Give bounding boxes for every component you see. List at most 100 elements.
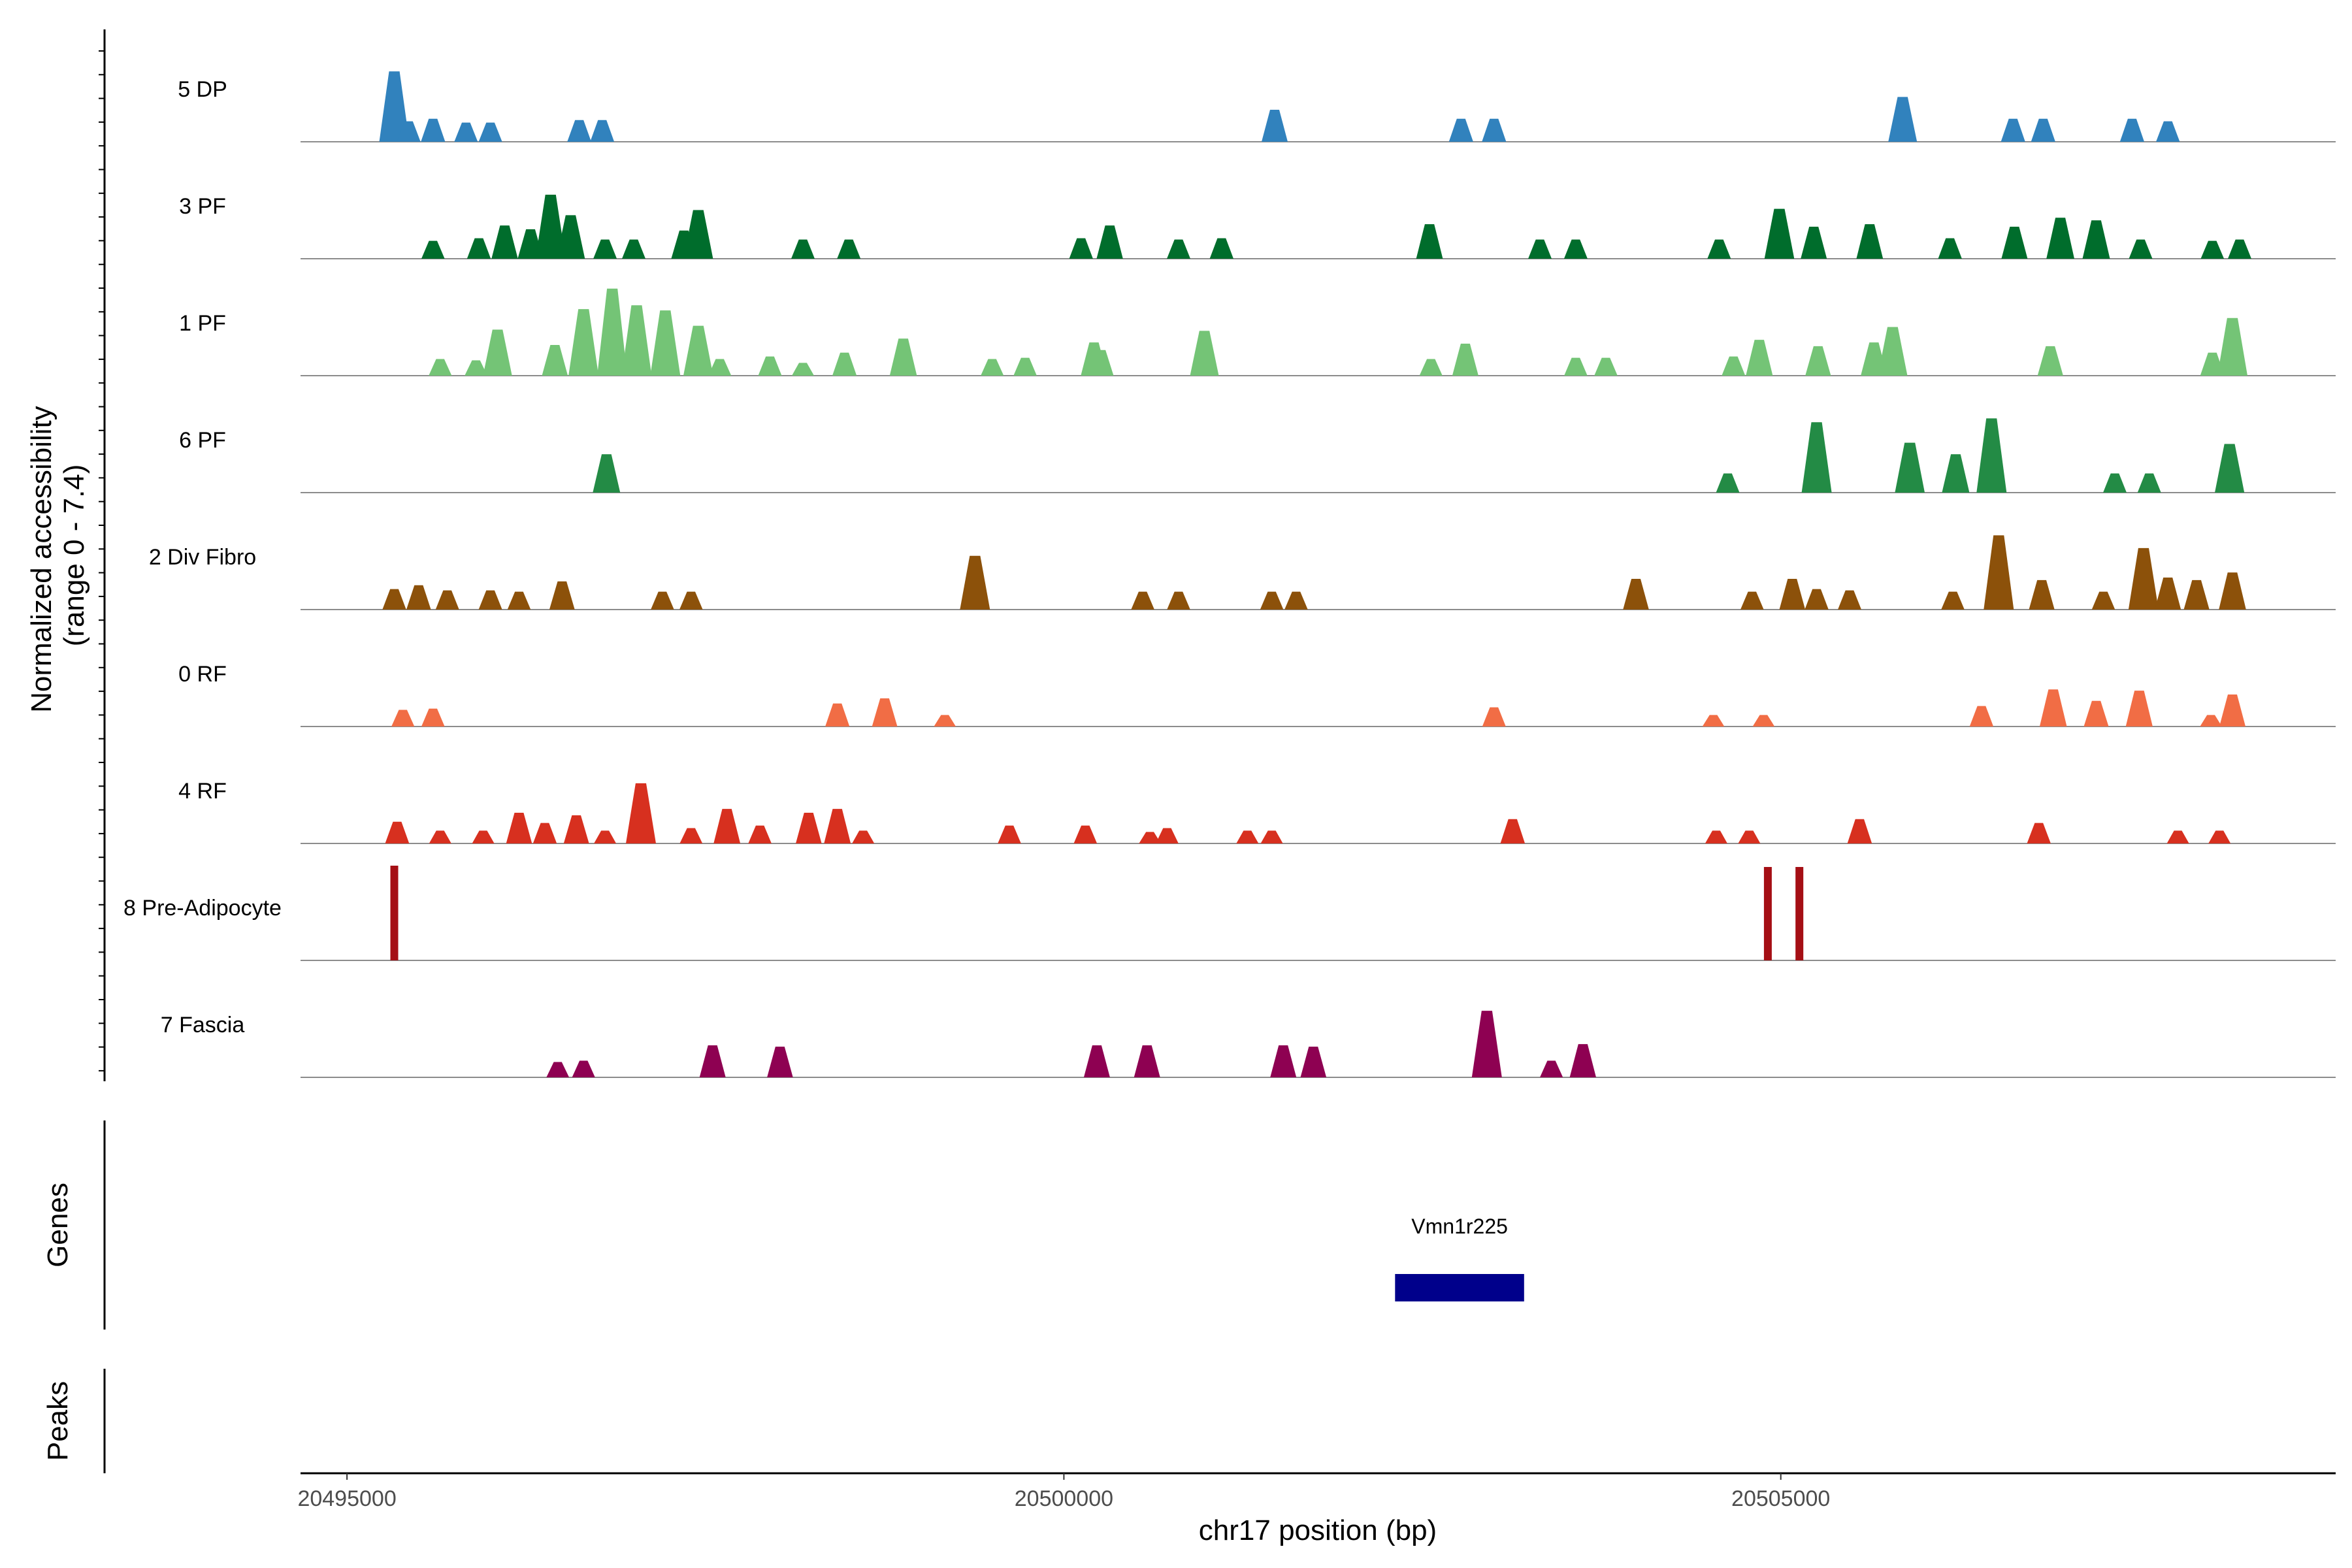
track-label: 0 RF [178,662,227,687]
track-6-pf: 6 PF [179,418,2336,493]
coverage-peak [549,581,575,610]
coverage-peak [506,813,532,843]
coverage-peak [1236,830,1259,843]
coverage-peak [2001,118,2025,142]
coverage-peak [542,345,568,376]
x-tick-label: 20495000 [297,1486,396,1511]
coverage-peak [2103,473,2127,493]
x-axis-ticks: 20495000 20500000 20505000 [297,1473,1830,1511]
coverage-peak [1083,1045,1110,1077]
coverage-peak [593,239,617,259]
coverage-peak [2219,694,2246,727]
coverage-peak [1260,830,1283,843]
coverage-peak [385,821,410,843]
coverage-peak [796,813,822,843]
coverage-peak [1096,225,1123,259]
coverage-peak [597,288,628,376]
coverage-peak [556,215,585,259]
coverage-peak [406,585,431,610]
track-3-pf: 3 PF [179,194,2336,259]
coverage-peak [1740,591,1764,610]
coverage-peak [2200,715,2222,727]
coverage-peak [1563,239,1588,259]
track-label: 4 RF [178,779,227,804]
coverage-peak [934,715,956,727]
coverage-peak [713,809,741,843]
coverage-peak [2217,318,2247,376]
coverage-peak [1623,579,1649,610]
coverage-peak [1801,227,1827,259]
coverage-peak [466,238,491,259]
coverage-peak [2037,346,2063,376]
coverage-peak [2200,240,2225,259]
coverage-peak [379,71,410,142]
coverage-peak [2001,227,2028,259]
coverage-peak [429,359,452,376]
coverage-peak [791,239,815,259]
coverage-peak [1707,239,1731,259]
coverage-peak [1941,591,1965,610]
coverage-y-axis-title-line2: (range 0 - 7.4) [58,465,90,647]
track-0-rf: 0 RF [178,662,2336,727]
coverage-peak [1262,110,1288,142]
coverage-peak [1801,422,1832,493]
coverage-peak [421,708,445,727]
coverage-peak [1088,350,1114,376]
coverage-peak [2039,689,2067,727]
coverage-peak [421,118,446,142]
coverage-peak [2029,580,2055,610]
coverage-peak [483,329,512,376]
coverage-peak [2128,547,2159,610]
coverage-peak [1284,591,1308,610]
coverage-peak [1190,331,1219,376]
coverage-peak [960,555,990,610]
coverage-peak [390,866,399,960]
coverage-peak [2083,700,2109,727]
track-label: 1 PF [179,311,226,336]
coverage-y-axis-title-line1: Normalized accessibility [25,406,57,712]
coverage-peak [2046,218,2074,259]
coverage-peak [683,325,713,376]
coverage-peak [1838,590,1861,610]
coverage-peak [1594,357,1618,376]
coverage-peak [563,815,589,843]
genes-axis-title: Genes [42,1183,74,1267]
coverage-peak [1779,579,1806,610]
coverage-peak [650,310,681,376]
coverage-peak [2125,691,2153,727]
coverage-peak [478,590,502,610]
coverage-peak [626,783,656,843]
coverage-peak [1528,239,1552,259]
coverage-peak [651,591,674,610]
coverage-peak [2137,473,2161,493]
coverage-peak [1069,238,1093,259]
coverage-peak [1716,473,1740,493]
coverage-peak [1878,327,1908,376]
coverage-peak [837,239,861,259]
coverage-peak [792,363,814,376]
coverage-peak [1270,1045,1297,1077]
coverage-peak [1746,340,1773,376]
coverage-peak [2219,572,2246,610]
coverage-peak [391,710,415,727]
coverage-peak [1073,825,1098,843]
coverage-peak [594,830,617,843]
coverage-peak [1167,239,1190,259]
x-axis-title: chr17 position (bp) [1199,1514,1437,1546]
peaks-axis-title: Peaks [42,1381,74,1461]
coverage-peak [472,830,495,843]
coverage-peak [1752,715,1775,727]
coverage-peak [1419,359,1443,376]
coverage-peak [998,825,1021,843]
coverage-peak [435,590,459,610]
coverage-peak [429,830,451,843]
coverage-peak [679,591,703,610]
coverage-peak [491,225,518,259]
coverage-peak [699,1045,726,1077]
coverage-peak [1131,591,1154,610]
coverage-peak [1013,357,1037,376]
coverage-peak [1805,589,1829,610]
track-1-pf: 1 PF [179,288,2336,376]
